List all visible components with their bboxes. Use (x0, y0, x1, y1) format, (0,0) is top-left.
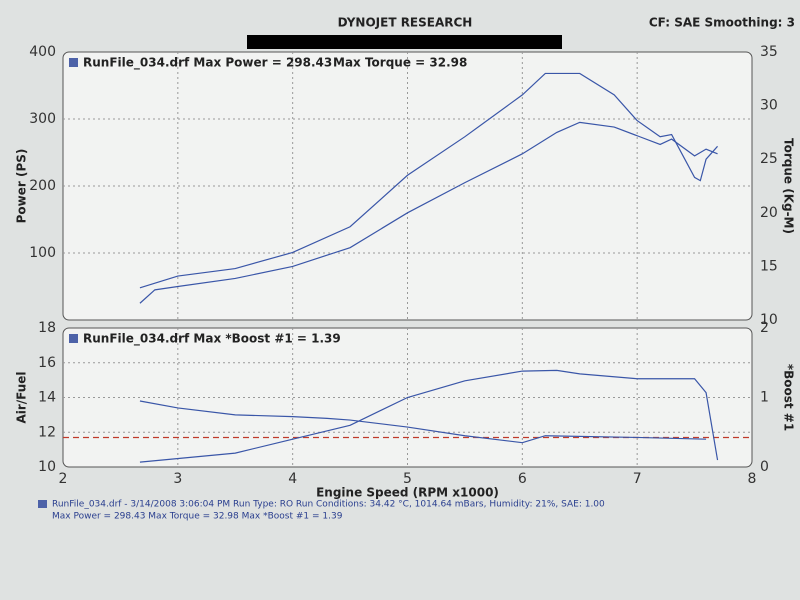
y-tick-label: 18 (38, 320, 56, 336)
legend-text: RunFile_034.drf Max *Boost #1 = 1.39 (83, 332, 341, 347)
x-tick-label: 2 (59, 471, 68, 487)
y-tick-label: 200 (29, 178, 56, 194)
data-line (139, 400, 707, 444)
y-tick-label: 10 (38, 459, 56, 475)
y2-tick-label: 0 (760, 459, 769, 475)
redaction-bar (247, 35, 562, 49)
y2-tick-label: 25 (760, 151, 778, 167)
y2-tick-label: 35 (760, 44, 778, 60)
y2-tick-label: 10 (760, 312, 778, 328)
y-tick-label: 400 (29, 44, 56, 60)
y-tick-label: 300 (29, 111, 56, 127)
y2-axis-label: Torque (Kg-M) (782, 138, 796, 234)
y2-tick-label: 1 (760, 390, 769, 406)
x-tick-label: 3 (173, 471, 182, 487)
y2-tick-label: 30 (760, 98, 778, 114)
x-tick-label: 4 (288, 471, 297, 487)
x-tick-label: 8 (748, 471, 757, 487)
y2-tick-label: 15 (760, 258, 778, 274)
legend-swatch (69, 58, 78, 67)
legend-swatch (69, 334, 78, 343)
footer-line: Max Power = 298.43 Max Torque = 32.98 Ma… (52, 512, 343, 522)
footer-line: RunFile_034.drf - 3/14/2008 3:06:04 PM R… (52, 500, 605, 510)
data-line (139, 72, 718, 289)
sheet-title: DYNOJET RESEARCH (338, 16, 473, 30)
y-axis-label: Power (PS) (15, 149, 29, 224)
y2-tick-label: 2 (760, 320, 769, 336)
x-axis-label: Engine Speed (RPM x1000) (316, 486, 499, 500)
y-tick-label: 16 (38, 355, 56, 371)
y-tick-label: 12 (38, 424, 56, 440)
legend-text: Max Torque = 32.98 (333, 56, 467, 70)
footer-swatch (38, 500, 47, 508)
y-tick-label: 100 (29, 245, 56, 261)
y-tick-label: 14 (38, 390, 56, 406)
y2-axis-label: *Boost #1 (782, 364, 796, 431)
legend-text: RunFile_034.drf Max Power = 298.43 (83, 56, 332, 71)
y-axis-label: Air/Fuel (15, 371, 29, 423)
x-tick-label: 5 (403, 471, 412, 487)
x-tick-label: 6 (518, 471, 527, 487)
data-line (139, 369, 719, 463)
x-tick-label: 7 (633, 471, 642, 487)
y2-tick-label: 20 (760, 205, 778, 221)
sheet-settings: CF: SAE Smoothing: 3 (649, 16, 795, 30)
